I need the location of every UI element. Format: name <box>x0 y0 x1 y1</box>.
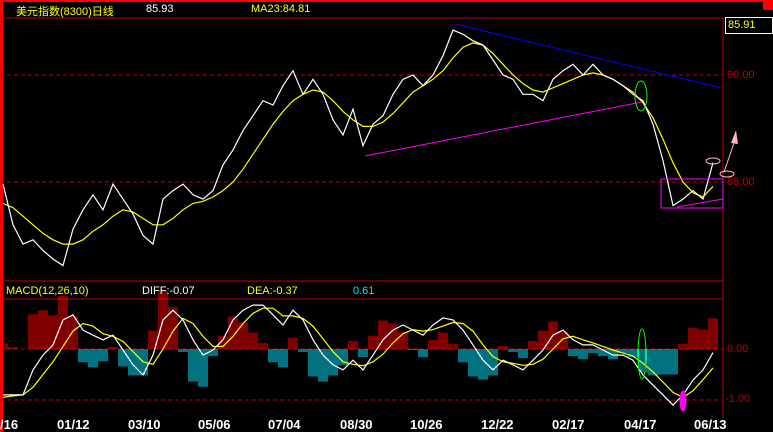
pink-arrow-head <box>731 130 738 144</box>
macd-tick-0: 0.00 <box>727 343 749 355</box>
consolidation-box <box>660 178 724 209</box>
magenta-marker <box>679 390 687 412</box>
date-tick-label: 12/22 <box>481 417 514 432</box>
date-tick-label: 03/10 <box>128 417 161 432</box>
pink-ellipse-2 <box>719 170 735 178</box>
bottom-trend-line <box>676 198 724 208</box>
pink-ellipse-1 <box>705 157 721 165</box>
upper-trend-line <box>454 23 723 89</box>
green-ellipse-bottom <box>637 328 647 380</box>
date-tick-label: /16 <box>0 417 19 432</box>
diff-value: DIFF:-0.07 <box>142 285 195 297</box>
dea-value: DEA:-0.37 <box>247 285 298 297</box>
date-tick-label: 01/12 <box>57 417 90 432</box>
date-tick-label: 07/04 <box>268 417 301 432</box>
green-ellipse-top <box>634 80 648 112</box>
price-tick-85: 85.00 <box>727 176 755 188</box>
close-value: 85.93 <box>146 3 174 15</box>
date-tick-label: 02/17 <box>552 417 585 432</box>
last-price-box: 85.91 <box>725 17 773 34</box>
price-line <box>2 29 714 267</box>
ma-value: MA23:84.81 <box>251 3 311 15</box>
macd-value: 0.61 <box>353 285 375 297</box>
ma23-line <box>2 42 714 245</box>
macd-tick-minus1: -1.00 <box>725 393 751 405</box>
series-lines <box>2 29 714 406</box>
date-tick-label: 04/17 <box>624 417 657 432</box>
lower-trend-line <box>364 101 643 157</box>
date-tick-label: 05/06 <box>198 417 231 432</box>
pink-arrow-line <box>723 139 736 173</box>
macd-histogram <box>0 290 718 387</box>
diff-line <box>3 304 714 406</box>
macd-title: MACD(12,26,10) <box>6 285 89 297</box>
price-tick-90: 90.00 <box>727 69 755 81</box>
date-tick-label: 10/26 <box>410 417 443 432</box>
date-tick-label: 08/30 <box>340 417 373 432</box>
drawn-annotations <box>364 23 738 412</box>
chart-title: 美元指数(8300)日线 <box>16 6 114 18</box>
date-tick-label: 06/13 <box>694 417 727 432</box>
